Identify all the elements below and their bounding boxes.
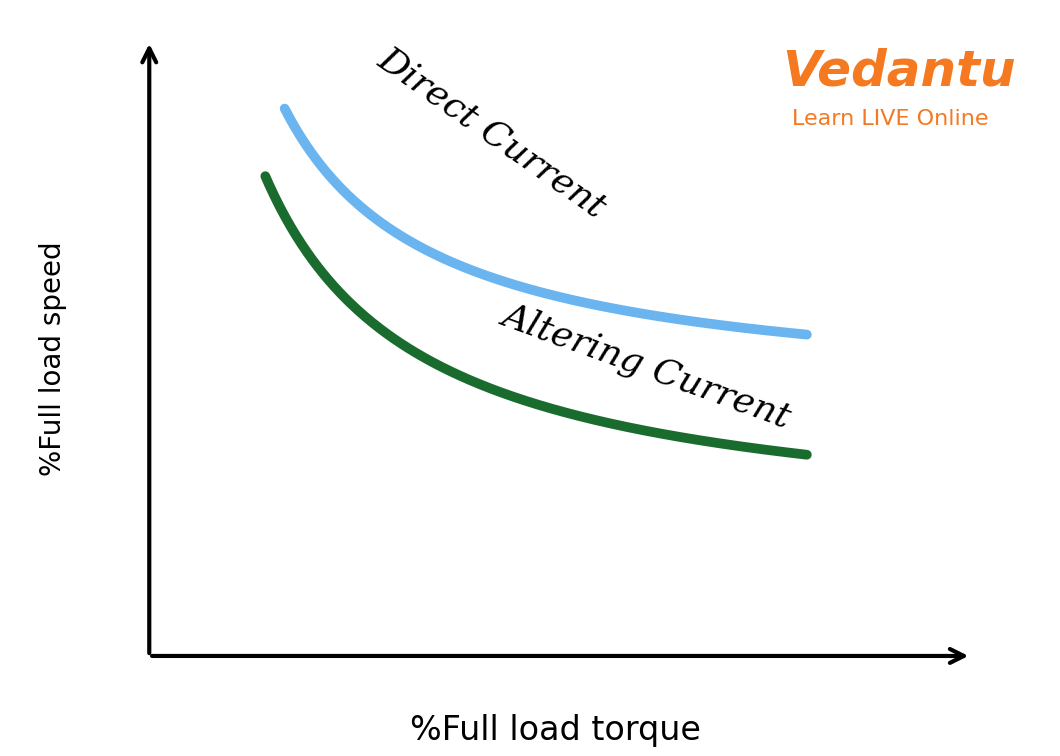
Text: %Full load torque: %Full load torque xyxy=(410,714,701,747)
Text: Altering Current: Altering Current xyxy=(497,297,795,434)
Text: Direct Current: Direct Current xyxy=(372,41,613,224)
Text: %Full load speed: %Full load speed xyxy=(38,241,67,476)
Text: Learn LIVE Online: Learn LIVE Online xyxy=(792,109,989,129)
Text: Vedantu: Vedantu xyxy=(782,48,1017,95)
